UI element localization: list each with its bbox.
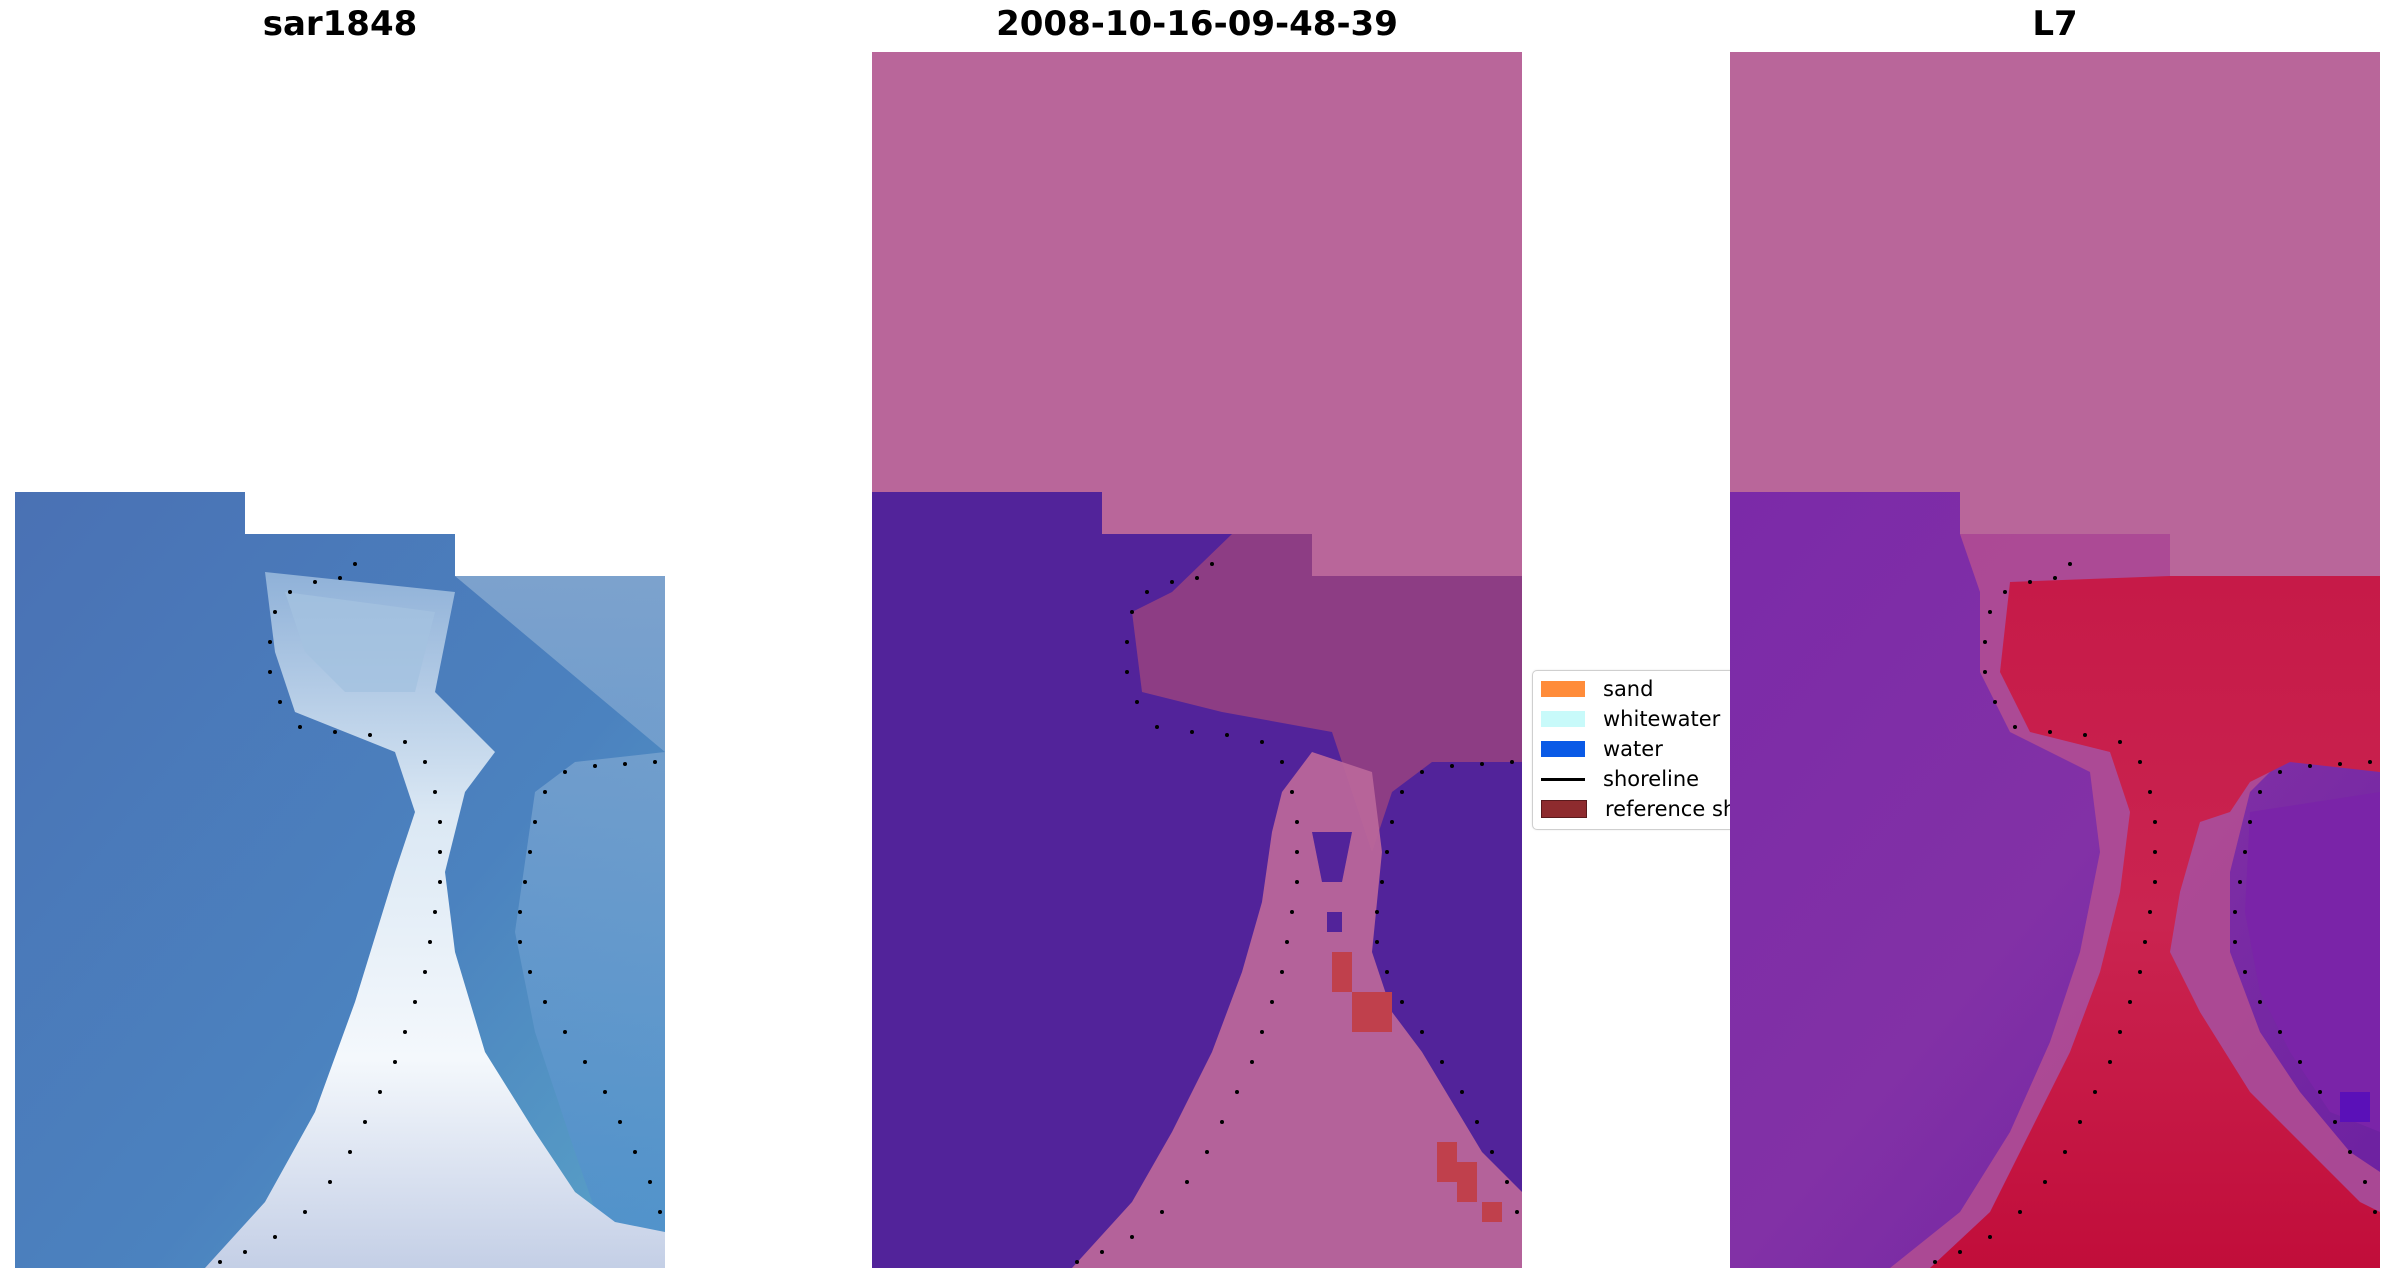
l7-shoreline — [1933, 562, 2377, 1264]
classification-panel — [872, 52, 1522, 1268]
legend-label: water — [1603, 737, 1663, 761]
l7-sand-area — [1930, 576, 2380, 1268]
whitewater-swatch — [1541, 711, 1585, 727]
legend-label: sand — [1603, 677, 1654, 701]
rgb-shoreline — [218, 562, 662, 1264]
reference-shoreline-swatch — [1541, 800, 1587, 818]
panel-title-sar1848: sar1848 — [262, 4, 418, 44]
legend-label: whitewater — [1603, 707, 1721, 731]
water-swatch — [1541, 741, 1585, 757]
legend-item-sand: sand — [1541, 674, 1653, 704]
rgb-image-panel — [15, 52, 665, 1268]
legend: sand whitewater water shoreline referenc… — [1532, 670, 1744, 830]
reference-shoreline-cells — [1332, 952, 1502, 1222]
shoreline-swatch — [1541, 777, 1585, 781]
sand-swatch — [1541, 681, 1585, 697]
panel-title-l7: L7 — [2032, 4, 2078, 44]
legend-item-water: water — [1541, 734, 1663, 764]
rgb-water-area — [15, 492, 665, 1268]
legend-item-shoreline: shoreline — [1541, 764, 1699, 794]
rgb-sand-area — [205, 572, 665, 1268]
legend-label: shoreline — [1603, 767, 1700, 791]
panel-title-date: 2008-10-16-09-48-39 — [996, 4, 1398, 44]
legend-label: reference sh — [1605, 797, 1737, 821]
classification-shoreline — [1075, 562, 1519, 1264]
legend-item-whitewater: whitewater — [1541, 704, 1720, 734]
sand-area — [1072, 752, 1522, 1268]
l7-panel — [1730, 52, 2380, 1268]
legend-item-reference-shoreline: reference sh — [1541, 794, 1736, 824]
